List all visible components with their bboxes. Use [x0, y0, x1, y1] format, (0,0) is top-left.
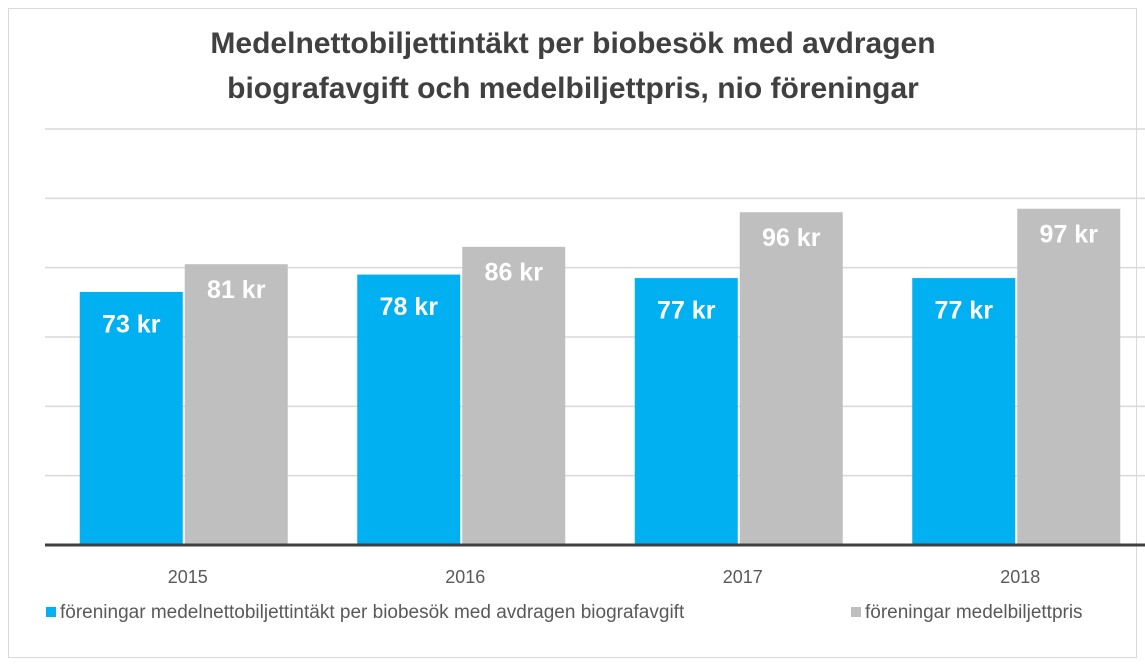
value-label: 97 kr	[1040, 220, 1099, 248]
chart-title: Medelnettobiljettintäkt per biobesök med…	[210, 27, 935, 60]
x-tick-label: 2017	[723, 567, 763, 587]
value-label: 81 kr	[207, 276, 266, 304]
legend-swatch	[851, 607, 861, 617]
bar	[184, 264, 288, 545]
x-tick-label: 2015	[168, 567, 208, 587]
value-label: 77 kr	[935, 297, 994, 325]
legend-label: föreningar medelbiljettpris	[865, 602, 1083, 623]
bar	[912, 278, 1016, 545]
bar	[1017, 208, 1121, 545]
legend-swatch	[46, 607, 56, 617]
bar	[79, 291, 183, 545]
value-label: 77 kr	[657, 297, 716, 325]
x-tick-label: 2016	[445, 567, 485, 587]
value-label: 86 kr	[485, 258, 544, 286]
legend-label: föreningar medelnettobiljettintäkt per b…	[60, 602, 685, 623]
x-tick-label: 2018	[1000, 567, 1040, 587]
bar	[462, 246, 566, 545]
bar	[357, 274, 461, 545]
value-label: 78 kr	[380, 293, 439, 321]
bar	[634, 278, 738, 545]
chart-title: biografavgift och medelbiljettpris, nio …	[227, 72, 919, 105]
value-label: 73 kr	[102, 311, 161, 339]
value-label: 96 kr	[762, 224, 821, 252]
bar	[739, 212, 843, 545]
